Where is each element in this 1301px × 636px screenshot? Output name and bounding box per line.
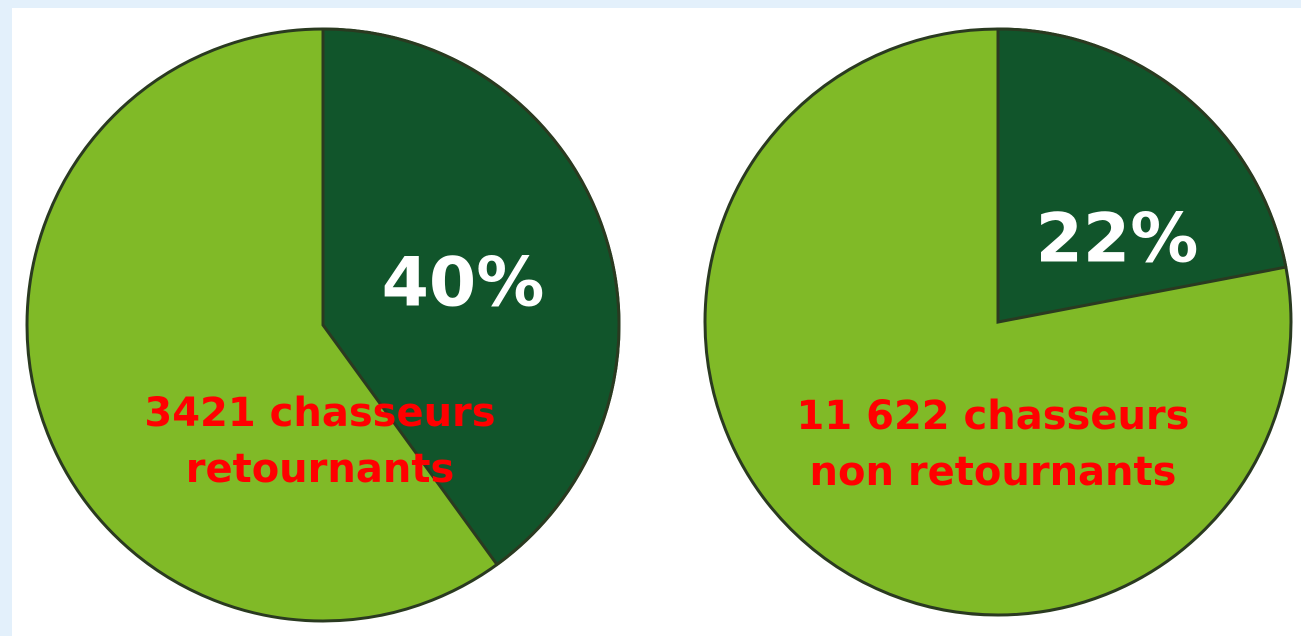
annotation: 11 622 chasseurs [797, 393, 1190, 439]
value-label: 22% [1036, 200, 1199, 279]
annotation: retournants [186, 446, 455, 492]
value-label: 40% [382, 244, 545, 323]
pie-slice [996, 27, 1288, 324]
pie-slice [321, 27, 621, 567]
annotation: 3421 chasseurs [144, 390, 495, 436]
annotation: non retournants [810, 449, 1177, 495]
